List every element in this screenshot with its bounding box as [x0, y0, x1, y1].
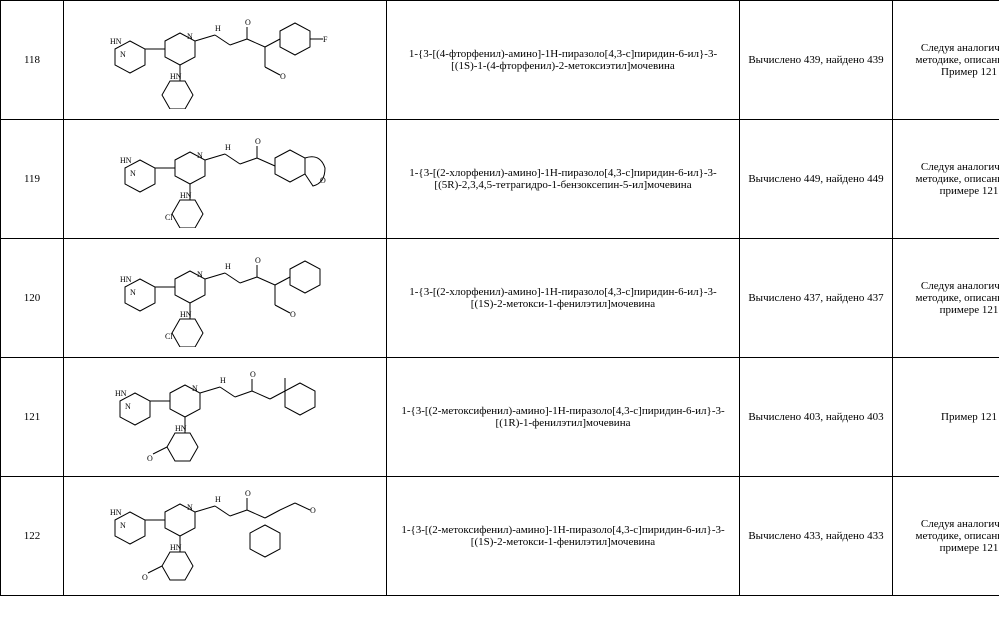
cell-mass: Вычислено 449, найдено 449: [740, 120, 893, 239]
cell-id: 122: [1, 477, 64, 596]
svg-text:F: F: [175, 108, 180, 109]
svg-text:HN: HN: [120, 275, 132, 284]
cell-mass: Вычислено 439, найдено 439: [740, 1, 893, 120]
svg-text:Cl: Cl: [165, 332, 173, 341]
svg-text:O: O: [255, 256, 261, 265]
svg-text:N: N: [130, 169, 136, 178]
cell-method: Следуя аналогичной методике, описанной в…: [893, 1, 999, 120]
cell-id: 118: [1, 1, 64, 120]
svg-text:O: O: [280, 72, 286, 81]
cell-mass: Вычислено 433, найдено 433: [740, 477, 893, 596]
cell-name: 1-{3-[(2-хлорфенил)-амино]-1H-пиразоло[4…: [387, 239, 740, 358]
molecule-icon: HN N N H O HN Cl O: [70, 128, 380, 228]
cell-id: 120: [1, 239, 64, 358]
svg-text:O: O: [290, 310, 296, 319]
cell-name: 1-{3-[(4-фторфенил)-амино]-1H-пиразоло[4…: [387, 1, 740, 120]
svg-text:HN: HN: [170, 543, 182, 552]
svg-text:HN: HN: [175, 424, 187, 433]
cell-structure: HN N N H O HN O: [64, 358, 387, 477]
svg-text:Cl: Cl: [165, 213, 173, 222]
table-row: 119: [1, 120, 999, 239]
svg-text:O: O: [142, 573, 148, 582]
cell-name: 1-{3-[(2-метоксифенил)-амино]-1H-пиразол…: [387, 358, 740, 477]
cell-method: Следуя аналогичной методике, описанной в…: [893, 120, 999, 239]
compound-table: 118: [0, 0, 999, 596]
svg-text:HN: HN: [180, 191, 192, 200]
svg-text:O: O: [245, 18, 251, 27]
molecule-icon: HN N N H O HN O: [70, 366, 380, 466]
cell-name: 1-{3-[(2-хлорфенил)-амино]-1H-пиразоло[4…: [387, 120, 740, 239]
svg-text:O: O: [320, 176, 326, 185]
cell-method: Следуя аналогичной методике, описанной в…: [893, 477, 999, 596]
table-body: 118: [1, 1, 999, 596]
cell-mass: Вычислено 437, найдено 437: [740, 239, 893, 358]
svg-text:N: N: [187, 503, 193, 512]
table-row: 121: [1, 358, 999, 477]
svg-text:N: N: [197, 151, 203, 160]
svg-text:N: N: [197, 270, 203, 279]
cell-method: Пример 121: [893, 358, 999, 477]
svg-text:F: F: [323, 35, 328, 44]
cell-mass: Вычислено 403, найдено 403: [740, 358, 893, 477]
cell-structure: HN N N H O HN Cl O: [64, 239, 387, 358]
svg-text:N: N: [125, 402, 131, 411]
svg-text:HN: HN: [120, 156, 132, 165]
svg-text:N: N: [130, 288, 136, 297]
svg-text:HN: HN: [180, 310, 192, 319]
svg-text:H: H: [220, 376, 226, 385]
svg-text:N: N: [192, 384, 198, 393]
molecule-icon: HN N N H O O HN O: [70, 485, 380, 585]
svg-text:O: O: [255, 137, 261, 146]
table-row: 122: [1, 477, 999, 596]
table-row: 120: [1, 239, 999, 358]
molecule-icon: HN N N H O F HN F O: [70, 9, 380, 109]
svg-text:HN: HN: [110, 37, 122, 46]
svg-text:N: N: [120, 50, 126, 59]
table-row: 118: [1, 1, 999, 120]
cell-structure: HN N N H O O HN O: [64, 477, 387, 596]
svg-text:HN: HN: [115, 389, 127, 398]
svg-text:O: O: [310, 506, 316, 515]
svg-text:O: O: [245, 489, 251, 498]
structure-diagram: HN N N H O F HN F O: [70, 9, 380, 109]
svg-text:HN: HN: [170, 72, 182, 81]
svg-text:N: N: [187, 32, 193, 41]
structure-diagram: HN N N H O O HN O: [70, 485, 380, 585]
svg-text:H: H: [225, 143, 231, 152]
cell-name: 1-{3-[(2-метоксифенил)-амино]-1H-пиразол…: [387, 477, 740, 596]
structure-diagram: HN N N H O HN Cl O: [70, 247, 380, 347]
cell-structure: HN N N H O F HN F O: [64, 1, 387, 120]
svg-text:H: H: [215, 495, 221, 504]
cell-structure: HN N N H O HN Cl O: [64, 120, 387, 239]
cell-id: 121: [1, 358, 64, 477]
cell-id: 119: [1, 120, 64, 239]
molecule-icon: HN N N H O HN Cl O: [70, 247, 380, 347]
structure-diagram: HN N N H O HN Cl O: [70, 128, 380, 228]
structure-diagram: HN N N H O HN O: [70, 366, 380, 466]
svg-text:O: O: [147, 454, 153, 463]
cell-method: Следуя аналогичной методике, описанной в…: [893, 239, 999, 358]
svg-text:N: N: [120, 521, 126, 530]
svg-text:O: O: [250, 370, 256, 379]
svg-text:HN: HN: [110, 508, 122, 517]
svg-text:H: H: [225, 262, 231, 271]
svg-text:H: H: [215, 24, 221, 33]
